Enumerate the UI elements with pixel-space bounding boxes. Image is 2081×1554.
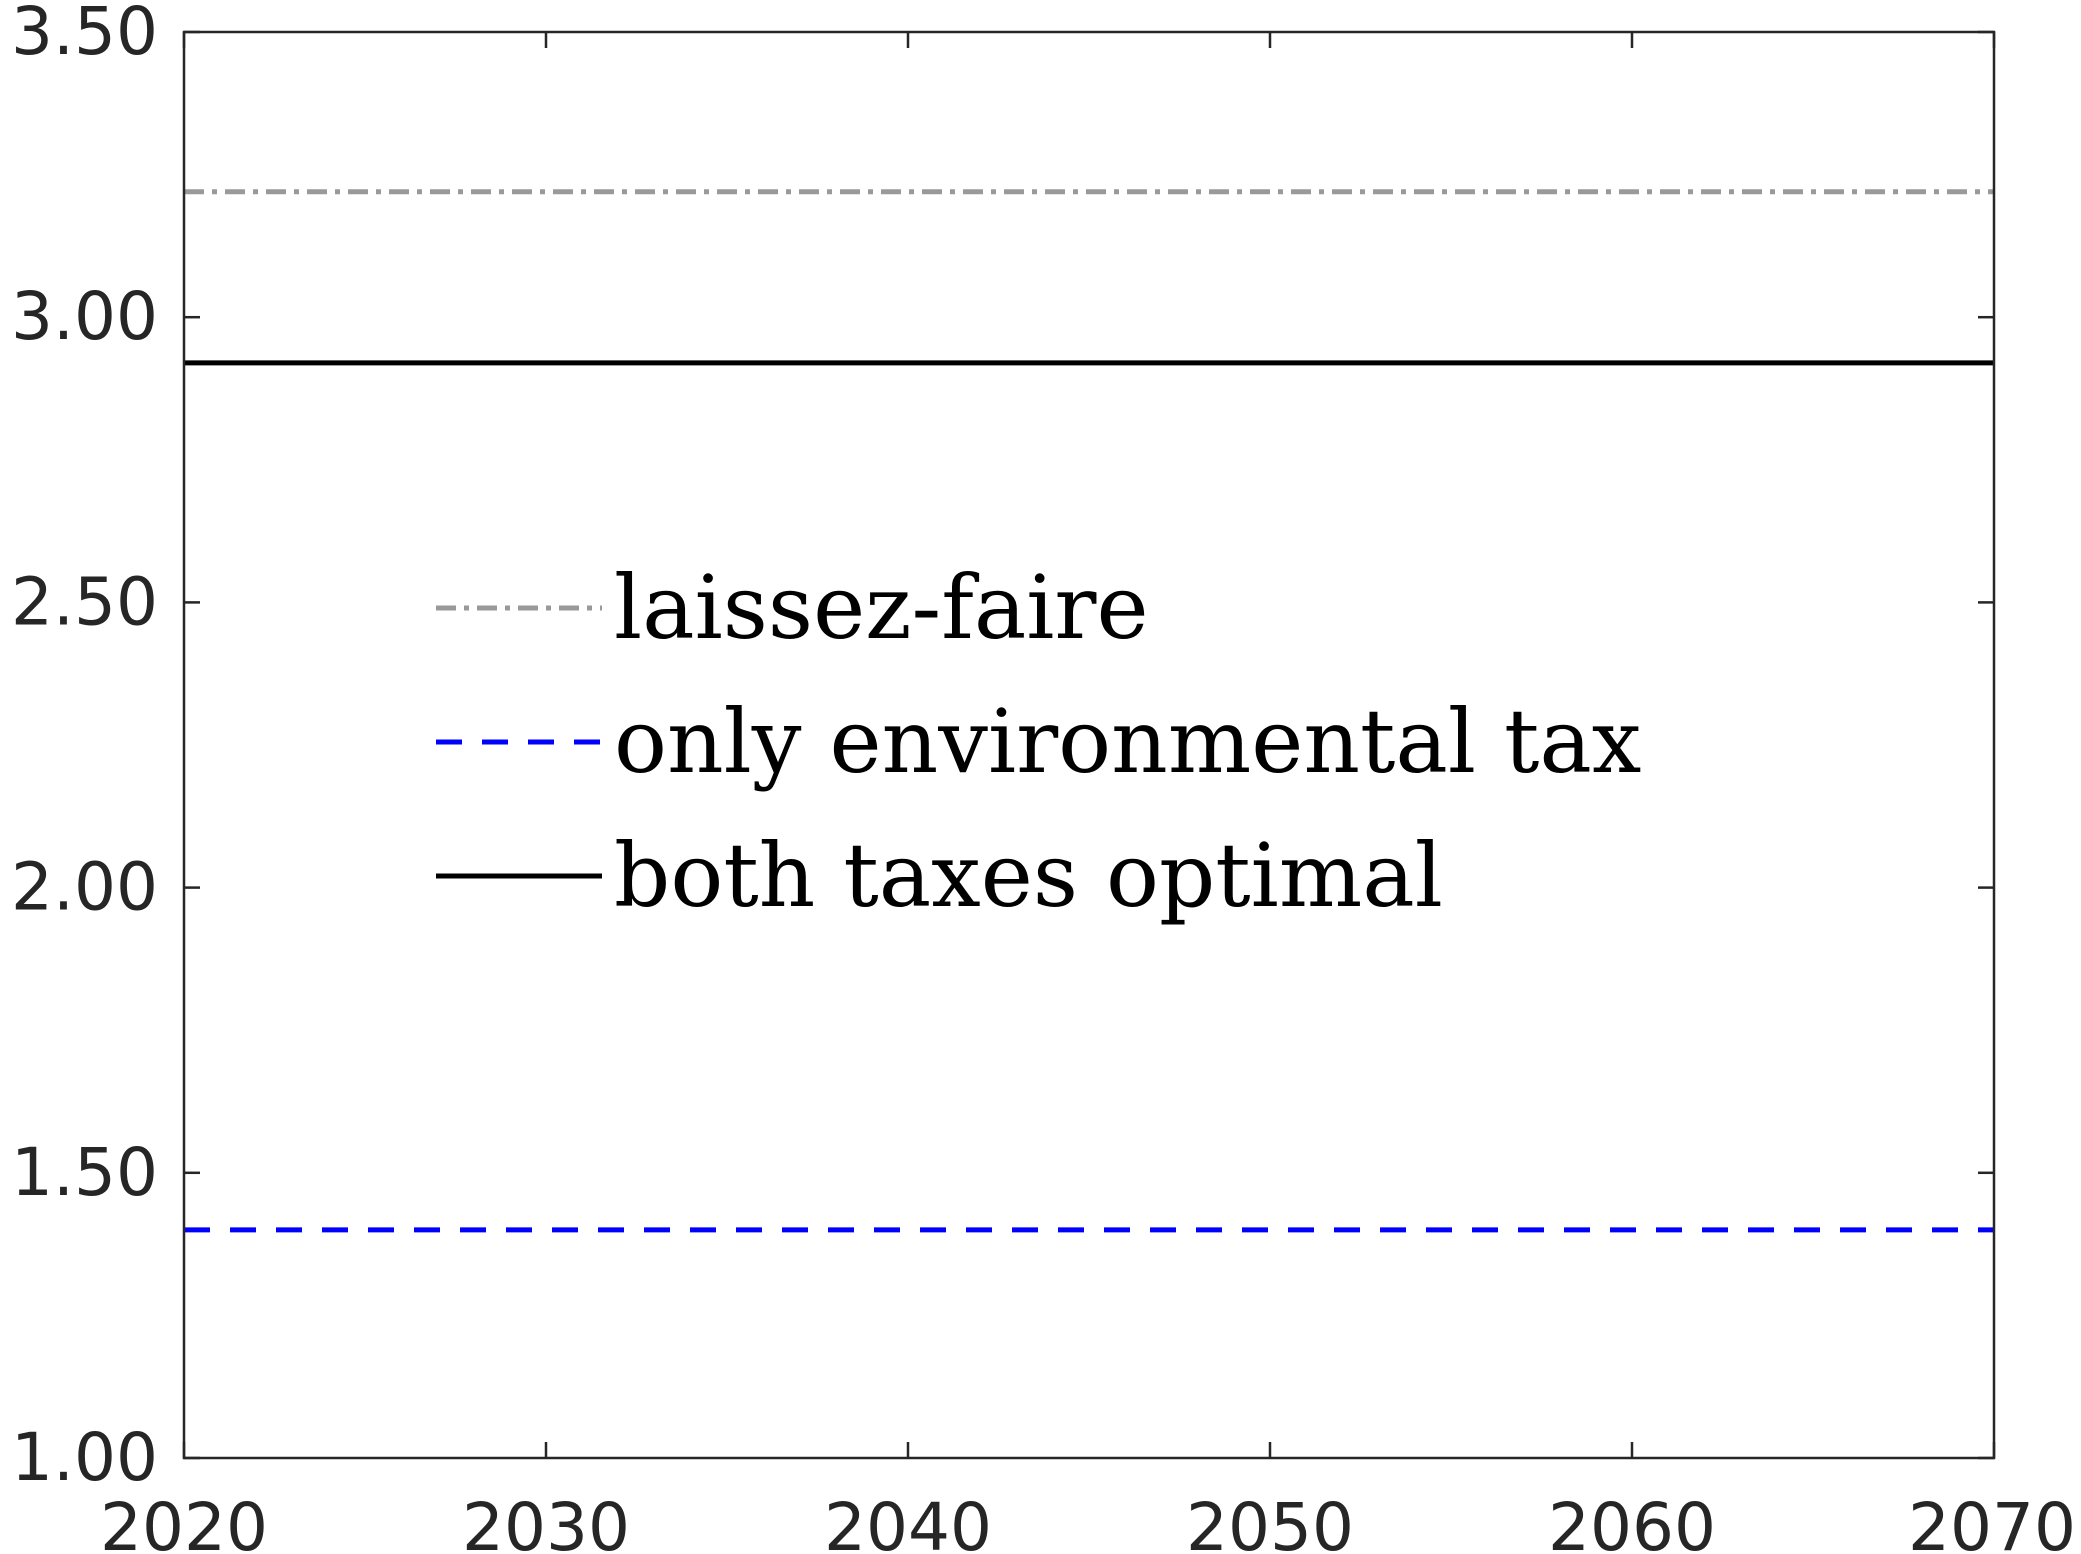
x-tick-label: 2040 — [824, 1489, 992, 1554]
y-tick-label: 2.50 — [11, 563, 158, 640]
x-tick-label: 2030 — [462, 1489, 630, 1554]
y-tick-label: 3.50 — [11, 0, 158, 70]
plot-background — [184, 32, 1994, 1458]
y-tick-label: 2.00 — [11, 849, 158, 926]
plot-frame — [182, 30, 1996, 1460]
y-tick-labels: 1.00 1.50 2.00 2.50 3.00 3.50 — [11, 0, 158, 1496]
x-tick-label: 2060 — [1548, 1489, 1716, 1554]
x-tick-label: 2050 — [1186, 1489, 1354, 1554]
legend-label-2: only environmental tax — [614, 690, 1641, 793]
y-tick-label: 1.50 — [11, 1134, 158, 1211]
legend-label-1: laissez-faire — [614, 556, 1149, 659]
x-tick-label: 2020 — [100, 1489, 268, 1554]
x-tick-labels: 2020 2030 2040 2050 2060 2070 — [100, 1489, 2076, 1554]
y-tick-label: 3.00 — [11, 278, 158, 355]
y-tick-label: 1.00 — [11, 1419, 158, 1496]
x-tick-label: 2070 — [1908, 1489, 2076, 1554]
legend-label-3: both taxes optimal — [614, 824, 1443, 927]
series-layer — [184, 189, 1994, 1233]
legend: laissez-faire only environmental tax both … — [436, 556, 1641, 927]
